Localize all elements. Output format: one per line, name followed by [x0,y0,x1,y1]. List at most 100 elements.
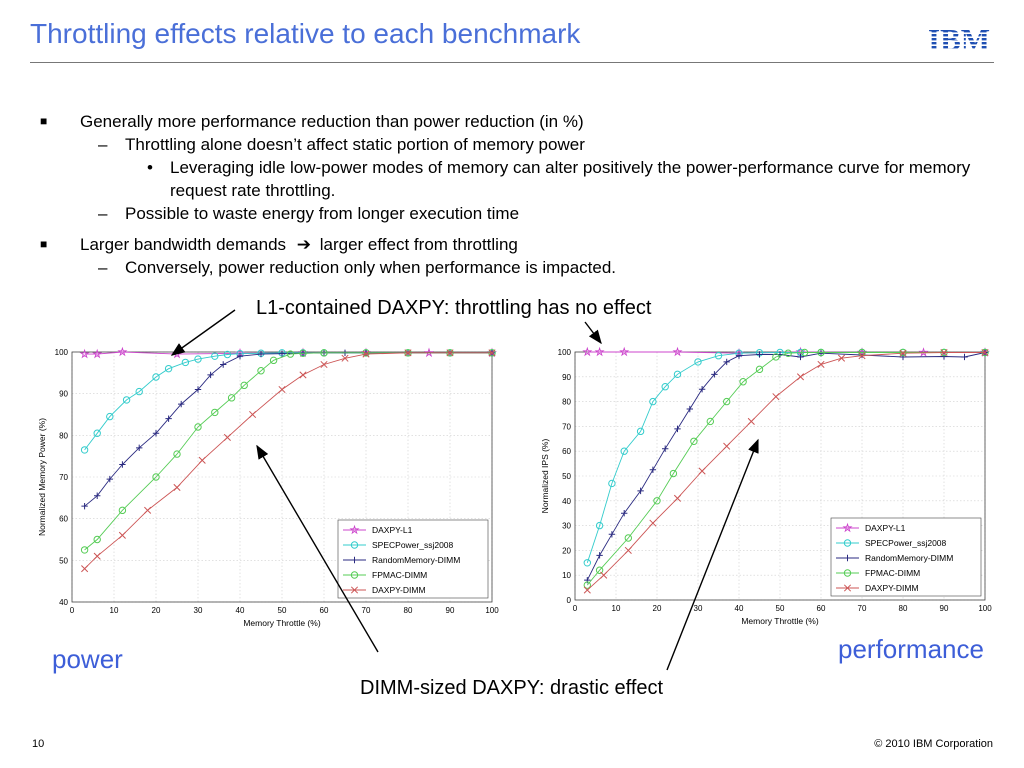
x-tick-label: 80 [899,604,908,613]
data-point [240,381,248,390]
data-point [756,351,763,358]
data-point [173,483,181,491]
data-point [940,353,948,360]
x-tick-label: 100 [485,606,499,615]
data-point [278,385,286,394]
data-point [122,396,131,404]
data-point [165,415,172,422]
data-point [118,506,127,515]
data-point [772,393,780,401]
data-point [714,352,723,360]
x-tick-label: 50 [776,604,785,613]
data-point [223,433,231,441]
bullet-text-tail: larger effect from throttling [319,235,518,254]
y-tick-label: 0 [567,596,572,605]
data-point [723,397,731,406]
x-tick-label: 10 [110,606,119,615]
legend-label: FPMAC-DIMM [865,568,920,578]
y-tick-label: 100 [55,348,69,357]
data-point [582,346,593,357]
x-tick-label: 30 [194,606,203,615]
data-point [747,417,755,425]
data-point [194,386,202,393]
series-randommemory-dimm [584,349,989,584]
x-tick-label: 90 [940,604,949,613]
performance-label: performance [838,634,984,664]
data-point [649,519,657,527]
data-point [249,410,257,419]
data-point [211,408,219,417]
x-tick-label: 80 [404,606,413,615]
y-tick-label: 60 [562,447,571,456]
x-tick-label: 90 [446,606,455,615]
series-line [84,352,492,507]
data-point [899,348,907,357]
bullet-text: Possible to waste energy from longer exe… [125,204,520,223]
data-point [800,348,809,357]
y-tick-label: 40 [562,497,571,506]
data-point [698,386,706,393]
data-point [649,397,657,406]
data-point [194,355,202,363]
sub-bullet-item: – Possible to waste energy from longer e… [40,202,980,225]
svg-text:IBM: IBM [928,22,990,54]
data-point [595,521,604,530]
data-point [672,346,683,357]
data-point [236,352,244,360]
data-point [636,427,645,436]
x-tick-label: 0 [573,604,578,613]
data-point [621,510,628,517]
y-axis-label: Normalized IPS (%) [540,439,550,514]
data-point [81,565,89,573]
x-tick-label: 40 [735,604,744,613]
legend: DAXPY-L1 SPECPower_ssj2008 RandomMemory-DI… [337,519,489,599]
legend-label: SPECPower_ssj2008 [372,540,454,550]
legend-label: DAXPY-DIMM [372,585,426,595]
dash-bullet-icon: – [98,258,108,277]
data-point [119,461,126,468]
bullet-text: Larger bandwidth demands [80,235,287,254]
data-point [608,479,616,488]
data-point [706,417,715,426]
y-tick-label: 80 [59,431,68,440]
dash-bullet-icon: – [98,135,108,154]
x-tick-label: 70 [362,606,371,615]
legend-marker [842,522,853,533]
dot-bullet-icon: • [147,158,153,177]
data-point [446,349,454,357]
x-tick-label: 0 [70,606,75,615]
data-point [117,346,128,357]
data-point [93,552,101,560]
data-point [362,350,370,358]
data-point [80,546,89,554]
data-point [79,348,90,359]
data-point [299,349,307,357]
data-point [595,566,604,574]
legend-box [830,517,982,597]
x-axis-label: Memory Throttle (%) [741,616,818,626]
data-point [596,552,603,559]
data-point [619,346,630,357]
x-axis-label: Memory Throttle (%) [243,618,320,628]
data-point [81,502,88,510]
y-tick-label: 70 [59,473,68,482]
x-tick-label: 30 [694,604,703,613]
data-point [173,450,181,458]
data-point [286,350,295,358]
data-point [686,405,693,413]
data-point [257,350,265,358]
series-line [84,352,492,551]
data-point [981,348,989,357]
y-tick-label: 90 [59,390,68,399]
series-daxpy-dimm [81,349,496,573]
bullet-item: ■ Generally more performance reduction t… [40,110,980,133]
data-point [136,444,143,452]
data-point [178,400,185,408]
series-line [586,352,985,591]
x-tick-label: 60 [320,606,329,615]
legend-label: DAXPY-L1 [865,523,906,533]
legend-marker [843,539,852,547]
legend-label: RandomMemory-DIMM [372,555,460,565]
data-point [257,367,265,375]
data-point [144,506,152,514]
